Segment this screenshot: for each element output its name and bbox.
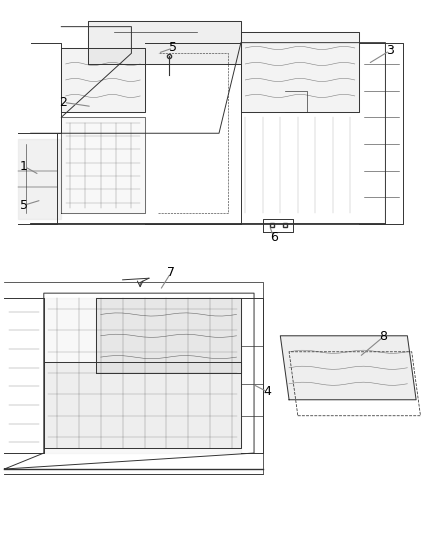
Polygon shape	[61, 117, 145, 213]
Polygon shape	[280, 336, 416, 400]
Text: 5: 5	[169, 42, 177, 54]
Polygon shape	[61, 48, 145, 112]
Polygon shape	[241, 32, 359, 112]
Text: 2: 2	[60, 96, 67, 109]
Text: 6: 6	[270, 231, 278, 244]
Text: 3: 3	[386, 44, 394, 57]
Text: 8: 8	[379, 330, 387, 343]
Polygon shape	[44, 298, 241, 453]
Text: 5: 5	[20, 199, 28, 212]
Text: 7: 7	[167, 266, 175, 279]
Polygon shape	[96, 298, 241, 373]
Text: 1: 1	[20, 160, 28, 173]
Polygon shape	[88, 21, 241, 64]
Text: 4: 4	[263, 385, 271, 398]
Polygon shape	[18, 139, 61, 219]
Polygon shape	[44, 362, 241, 448]
